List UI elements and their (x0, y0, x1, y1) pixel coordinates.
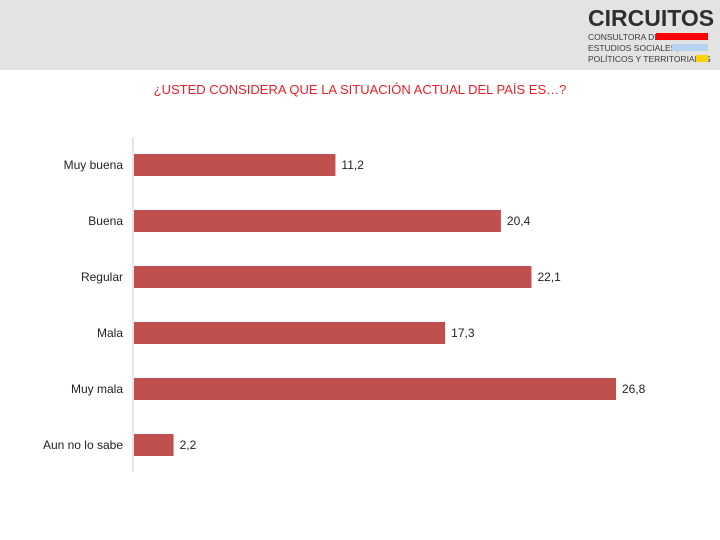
logo-line-3: POLÍTICOS Y TERRITORIALES (588, 54, 711, 64)
bar (134, 322, 446, 344)
bar (134, 378, 616, 400)
category-label: Mala (97, 326, 123, 340)
logo-stripe-red (656, 33, 708, 40)
value-label: 22,1 (537, 270, 561, 284)
value-label: 20,4 (507, 214, 531, 228)
bar (134, 154, 336, 176)
category-label: Aun no lo sabe (43, 438, 123, 452)
logo-stripe-yellow (696, 55, 708, 62)
circuitos-logo: CIRCUITOS CONSULTORA DE ESTUDIOS SOCIALE… (586, 6, 714, 64)
value-label: 26,8 (622, 382, 646, 396)
header-band (0, 0, 720, 70)
logo-stripe-blue (672, 44, 708, 51)
logo-name: CIRCUITOS (588, 5, 715, 31)
bar (134, 210, 501, 232)
bar (134, 266, 532, 288)
logo-line-2: ESTUDIOS SOCIALES, (588, 43, 679, 53)
chart-title: ¿USTED CONSIDERA QUE LA SITUACIÓN ACTUAL… (153, 82, 567, 97)
value-label: 11,2 (341, 158, 364, 172)
value-label: 2,2 (180, 438, 197, 452)
category-label: Muy mala (71, 382, 123, 396)
category-label: Muy buena (64, 158, 124, 172)
logo-line-1: CONSULTORA DE (588, 32, 660, 42)
bar (134, 434, 174, 456)
category-label: Regular (81, 270, 123, 284)
category-label: Buena (88, 214, 123, 228)
value-label: 17,3 (451, 326, 475, 340)
